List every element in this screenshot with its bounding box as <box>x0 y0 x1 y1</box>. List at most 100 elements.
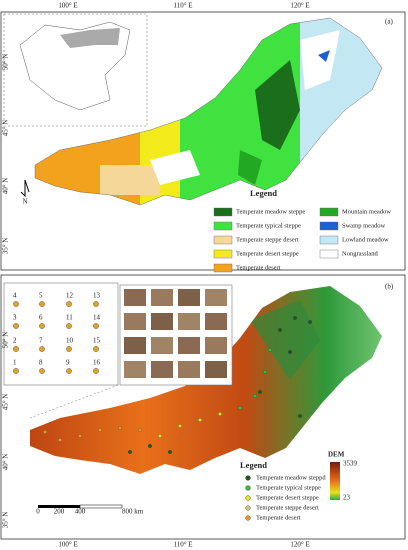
legend-label: Nongrassland <box>342 250 378 257</box>
sample-id: 9 <box>66 359 70 367</box>
field-site <box>278 328 282 332</box>
lon-label: 100° E <box>58 2 77 10</box>
site-photo <box>124 361 146 378</box>
site-photo <box>205 289 227 306</box>
field-site <box>118 426 122 430</box>
field-site <box>298 414 302 418</box>
dem-max: 3539 <box>343 460 358 468</box>
site-photo <box>151 361 173 378</box>
sample-id: 2 <box>13 337 17 345</box>
site-photo <box>124 313 146 330</box>
sample-id: 13 <box>93 292 101 300</box>
sample-id: 16 <box>93 359 101 367</box>
north-arrow <box>20 179 30 198</box>
site-photo <box>205 337 227 354</box>
sample-id: 1 <box>13 359 17 367</box>
dem-title: DEM <box>328 451 345 459</box>
lat-label: 40° N <box>2 454 10 471</box>
legend-swatch <box>213 221 233 231</box>
field-site <box>98 428 102 432</box>
panel-b-frame <box>0 274 406 540</box>
north-label: N <box>22 198 27 206</box>
lon-label: 110° E <box>173 541 192 549</box>
legend-label: Temperate meadow steppd <box>256 474 326 481</box>
legend-title: Legend <box>240 460 267 470</box>
sample-point <box>13 323 19 329</box>
dem-colorbar <box>330 462 340 500</box>
field-site <box>148 444 152 448</box>
site-photo <box>151 337 173 354</box>
sample-id: 4 <box>13 292 17 300</box>
legend-label: Temperate meadow steppe <box>236 208 305 215</box>
legend-label: Temperate desert steppe <box>256 494 319 501</box>
sample-id: 11 <box>66 314 73 322</box>
sample-id: 6 <box>39 314 43 322</box>
lat-label: 45° N <box>2 394 10 411</box>
panel-label: (b) <box>385 283 394 291</box>
sample-id: 15 <box>93 337 101 345</box>
sample-point <box>93 323 99 329</box>
field-site <box>288 350 292 354</box>
field-site <box>238 406 242 410</box>
field-site <box>43 430 47 434</box>
scale-label: 200 <box>54 508 65 516</box>
sample-point <box>93 346 99 352</box>
site-photo <box>205 313 227 330</box>
legend-swatch <box>319 249 339 259</box>
sample-id: 14 <box>93 314 101 322</box>
sample-point <box>39 346 45 352</box>
sample-point <box>39 368 45 374</box>
sample-id: 3 <box>13 314 17 322</box>
legend-swatch <box>319 235 339 245</box>
sample-point <box>93 301 99 307</box>
legend-label: Temperate steppe desert <box>256 504 319 511</box>
site-photo <box>205 361 227 378</box>
site-photo <box>178 313 200 330</box>
legend-label: Temperate desert <box>236 264 281 271</box>
lat-label: 45° N <box>2 120 10 137</box>
panel-label: (a) <box>385 18 393 26</box>
sample-inset <box>3 282 119 386</box>
lon-label: 120° E <box>290 541 309 549</box>
legend-swatch <box>319 221 339 231</box>
field-site <box>218 412 222 416</box>
dem-min: 23 <box>343 494 351 502</box>
lon-label: 100° E <box>58 541 77 549</box>
sample-id: 7 <box>39 337 43 345</box>
field-site <box>293 316 297 320</box>
legend-swatch <box>213 235 233 245</box>
sample-point <box>93 368 99 374</box>
legend-swatch <box>319 207 339 217</box>
field-site <box>168 450 172 454</box>
legend-title: Legend <box>250 188 277 198</box>
field-site <box>198 418 202 422</box>
lat-label: 40° N <box>2 178 10 195</box>
field-site <box>263 370 267 374</box>
zoom-line <box>29 384 233 441</box>
legend-swatch <box>213 249 233 259</box>
field-site <box>268 348 272 352</box>
legend-label: Lowland meadow <box>342 236 389 243</box>
field-site <box>128 450 132 454</box>
legend-marker <box>245 495 251 501</box>
lat-label: 35° N <box>2 512 10 529</box>
sample-point <box>66 368 72 374</box>
scale-label: 800 km <box>122 508 144 516</box>
sample-point <box>13 301 19 307</box>
sample-id: 12 <box>66 292 74 300</box>
scale-label: 0 <box>36 508 40 516</box>
field-site <box>253 394 257 398</box>
sample-point <box>13 368 19 374</box>
sample-id: 5 <box>39 292 43 300</box>
legend-swatch <box>213 263 233 273</box>
legend-marker <box>245 515 251 521</box>
legend-marker <box>245 505 251 511</box>
field-site <box>78 434 82 438</box>
sample-point <box>39 323 45 329</box>
legend-label: Temperate steppe desert <box>236 236 299 243</box>
field-site <box>138 428 142 432</box>
field-site <box>58 438 62 442</box>
lat-label: 50° N <box>2 54 10 71</box>
sample-point <box>66 346 72 352</box>
lat-label: 50° N <box>2 332 10 349</box>
